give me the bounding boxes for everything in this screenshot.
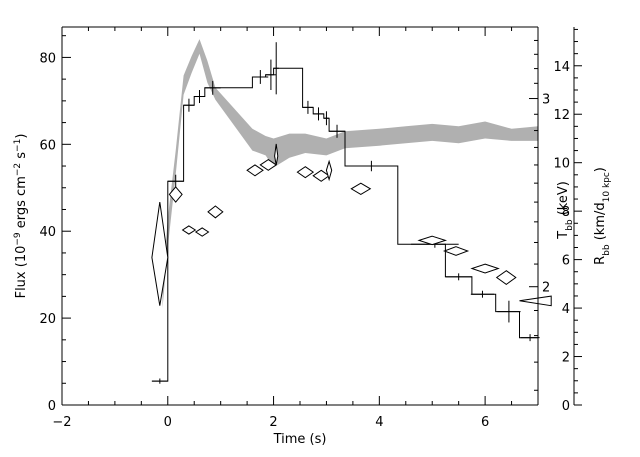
flux-error-cross xyxy=(252,70,269,84)
flux-error-cross xyxy=(167,174,184,188)
radius-tick-label: 14 xyxy=(553,60,570,75)
x-tick-label: 2 xyxy=(269,415,277,430)
temperature-tick-label: 3 xyxy=(542,93,550,108)
flux-error-cross xyxy=(344,160,398,172)
flux-tick-label: 60 xyxy=(39,138,56,153)
temperature-tick-label: 2 xyxy=(542,281,550,296)
x-tick-label: 4 xyxy=(375,415,383,430)
temperature-diamond xyxy=(246,164,264,177)
axes-frame xyxy=(61,26,575,406)
temperature-diamond xyxy=(519,295,552,307)
temperature-diamond xyxy=(325,159,333,182)
flux-error-cross xyxy=(497,300,521,323)
flux-error-cross xyxy=(329,124,345,138)
flux-tick-label: 80 xyxy=(39,51,56,66)
radius-axis-title: Rbb (km/d10 kpc) xyxy=(593,167,612,265)
x-tick-label: 0 xyxy=(164,415,172,430)
flux-axis-title: Flux (10−9 ergs cm−2 s−1) xyxy=(13,134,29,299)
temperature-diamond xyxy=(296,166,315,179)
error-cross-layer xyxy=(151,42,540,384)
flux-error-cross xyxy=(313,107,324,121)
flux-error-cross xyxy=(265,59,277,90)
temperature-diamond xyxy=(194,227,210,237)
x-tick-label: 6 xyxy=(481,415,489,430)
radius-tick-label: 0 xyxy=(562,399,570,414)
flux-error-cross xyxy=(151,378,168,384)
flux-error-cross xyxy=(183,98,195,112)
temperature-diamond xyxy=(350,182,372,195)
flux-error-cross xyxy=(204,80,221,95)
temperature-diamond xyxy=(470,263,500,274)
temperature-axis-title: Tbb (keV) xyxy=(556,181,575,240)
diamond-layer xyxy=(151,143,552,307)
flux-error-cross xyxy=(323,111,330,126)
temperature-diamond xyxy=(495,270,517,286)
flux-error-cross xyxy=(520,334,540,342)
radius-tick-label: 6 xyxy=(562,254,570,269)
flux-error-cross xyxy=(302,100,314,114)
radius-tick-label: 8 xyxy=(562,205,570,220)
flux-step-line xyxy=(151,67,538,382)
temperature-diamond xyxy=(181,225,197,235)
x-axis-title: Time (s) xyxy=(273,432,327,447)
step-layer xyxy=(151,67,538,382)
temperature-diamond xyxy=(274,143,279,165)
temperature-diamond xyxy=(312,169,330,182)
flux-tick-label: 20 xyxy=(39,312,56,327)
temperature-diamond xyxy=(168,186,183,203)
flux-error-cross xyxy=(445,273,472,281)
radius-tick-label: 10 xyxy=(553,157,570,172)
flux-tick-label: 40 xyxy=(39,225,56,240)
flux-error-cross xyxy=(273,42,279,95)
temperature-diamond xyxy=(417,235,448,246)
x-tick-label: −2 xyxy=(52,415,71,430)
flux-error-cross xyxy=(194,90,205,104)
temperature-diamond xyxy=(151,202,169,306)
radius-tick-label: 2 xyxy=(562,351,570,366)
radius-tick-label: 12 xyxy=(553,108,570,123)
temperature-diamond xyxy=(207,205,224,219)
temperature-diamond xyxy=(442,246,470,256)
temperature-diamond xyxy=(259,158,278,171)
flux-tick-label: 0 xyxy=(48,399,56,414)
radius-tick-label: 4 xyxy=(562,302,570,317)
flux-error-cross xyxy=(470,290,495,298)
